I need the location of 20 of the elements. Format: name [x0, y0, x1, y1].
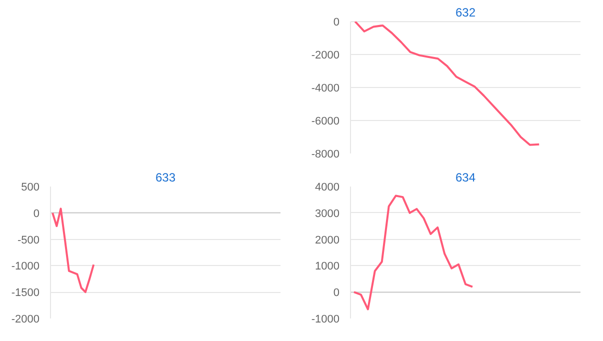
y-tick-label: -4000 — [311, 82, 340, 94]
y-tick-label: 0 — [333, 16, 340, 28]
y-tick-label: -6000 — [311, 116, 340, 128]
chart-title: 634 — [455, 170, 476, 184]
y-tick-label: -8000 — [311, 148, 340, 160]
chart-title: 633 — [155, 170, 176, 184]
y-tick-label: -2000 — [11, 314, 40, 326]
y-tick-label: -1000 — [311, 314, 340, 326]
y-tick-label: 4000 — [315, 182, 340, 194]
y-tick-label: 0 — [33, 208, 40, 220]
y-tick-label: 1000 — [315, 260, 340, 273]
y-tick-label: 0 — [333, 287, 340, 300]
y-tick-label: 2000 — [315, 234, 340, 246]
chart-title: 632 — [455, 6, 476, 20]
y-tick-label: -1000 — [11, 260, 40, 273]
y-tick-label: -500 — [17, 234, 40, 246]
y-tick-label: -1500 — [11, 287, 40, 300]
y-tick-label: -2000 — [311, 50, 340, 62]
y-tick-label: 500 — [21, 182, 40, 194]
y-tick-label: 3000 — [315, 208, 340, 220]
